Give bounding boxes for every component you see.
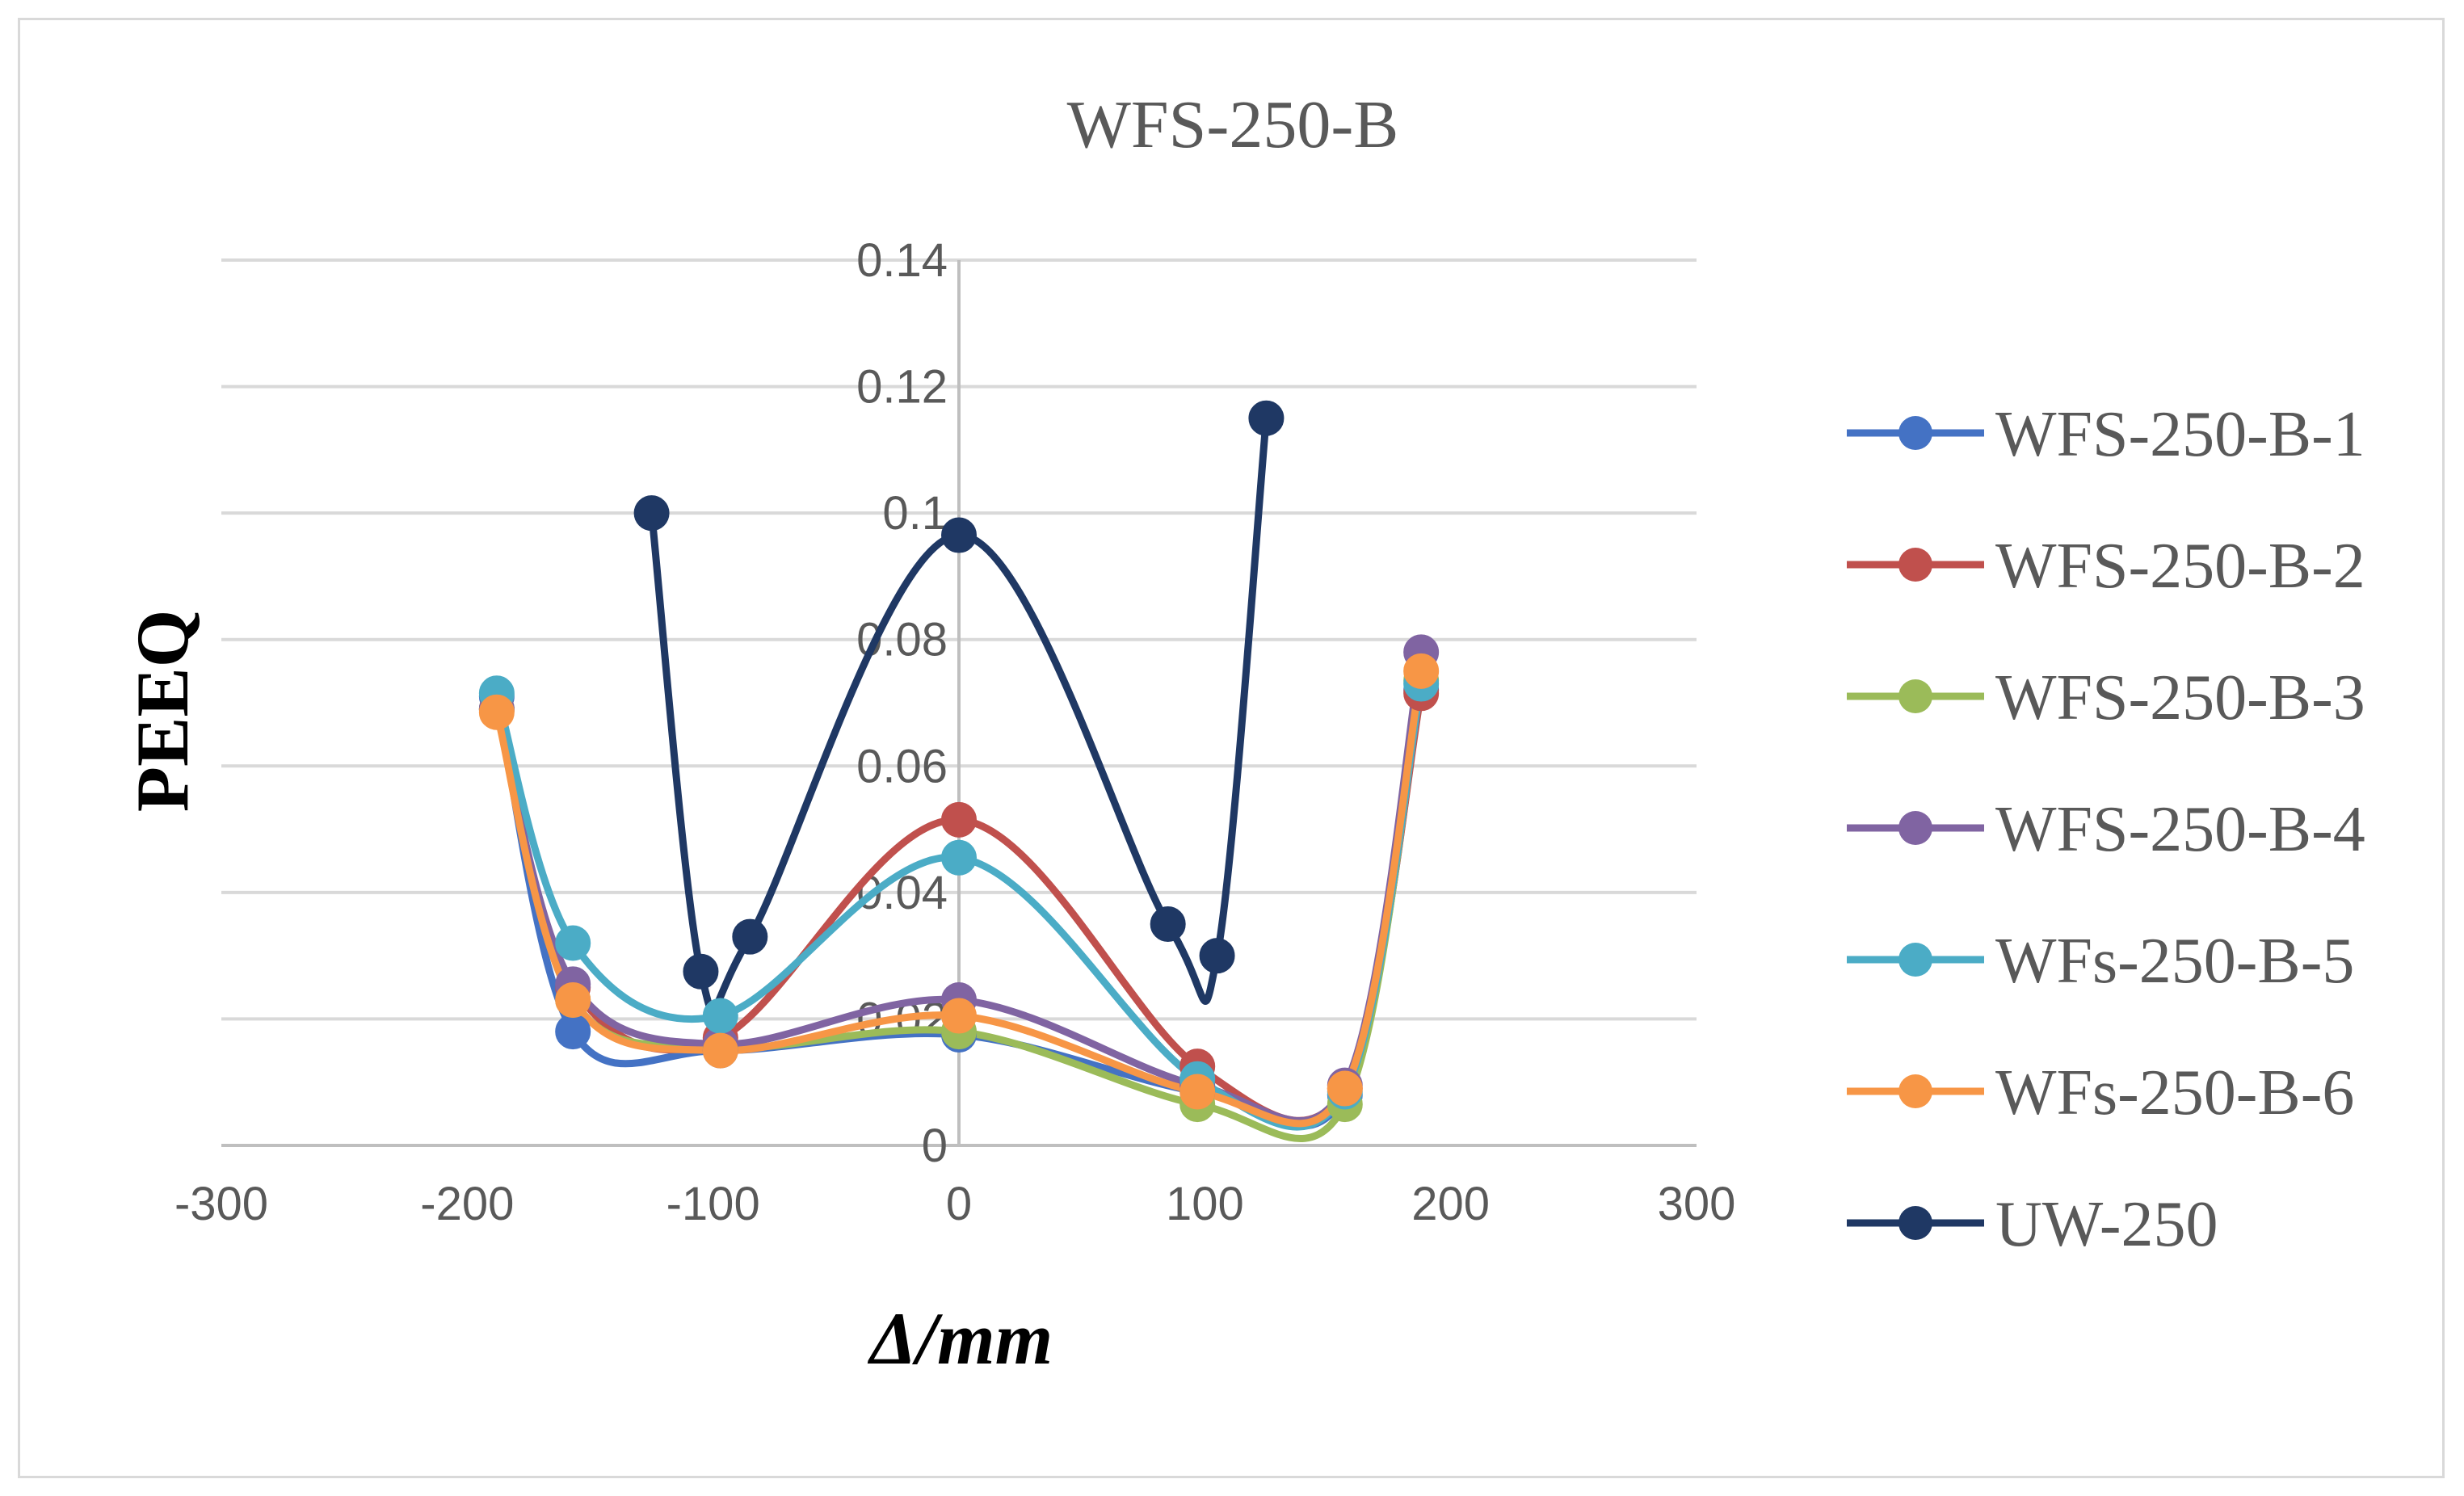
legend-item-1: WFS-250-B-1 (1847, 399, 2365, 470)
legend-label: UW-250 (1995, 1189, 2218, 1260)
legend-item-5: WFs-250-B-5 (1847, 926, 2354, 997)
y-tick-label: 0.14 (856, 234, 948, 287)
data-point-s5-p2 (555, 925, 591, 961)
data-point-s6-p3 (702, 1032, 738, 1069)
legend-label: WFS-250-B-1 (1995, 399, 2365, 470)
data-point-s7-p5 (1150, 906, 1186, 942)
data-point-s6-p4 (941, 998, 977, 1034)
data-point-s7-p7 (1248, 400, 1285, 436)
x-tick-label: 300 (1658, 1178, 1736, 1230)
x-tick-label: -100 (666, 1178, 760, 1230)
data-point-s5-p4 (941, 839, 977, 876)
x-tick-label: 0 (946, 1178, 972, 1230)
data-point-s6-p5 (1179, 1074, 1216, 1110)
legend-item-6: WFs-250-B-6 (1847, 1057, 2354, 1128)
x-tick-label: -300 (174, 1178, 268, 1230)
legend-item-3: WFS-250-B-3 (1847, 662, 2365, 733)
x-tick-label: 100 (1166, 1178, 1244, 1230)
legend-label: WFS-250-B-2 (1995, 531, 2365, 602)
data-point-s7-p6 (1199, 938, 1235, 974)
x-tick-labels: -300 -200 -100 0 100 200 300 (174, 1178, 1735, 1230)
legend-marker (1898, 1206, 1932, 1240)
legend-label: WFS-250-B-3 (1995, 662, 2365, 733)
y-axis-label: PEEQ (121, 610, 204, 812)
data-point-s1-p2 (555, 1014, 591, 1050)
data-point-s6-p7 (1403, 653, 1440, 689)
data-point-s7-p4 (941, 517, 977, 553)
y-tick-label: 0.06 (856, 740, 948, 792)
legend-marker (1898, 679, 1932, 713)
x-tick-label: 200 (1411, 1178, 1490, 1230)
legend-item-4: WFS-250-B-4 (1847, 794, 2365, 865)
data-point-s6-p6 (1327, 1070, 1363, 1107)
legend: WFS-250-B-1 WFS-250-B-2 WFS-250-B-3 WFS-250… (1847, 399, 2365, 1260)
legend-marker (1898, 943, 1932, 977)
legend-item-7: UW-250 (1847, 1189, 2218, 1260)
x-tick-label: -200 (420, 1178, 514, 1230)
series-markers (478, 400, 1440, 1123)
legend-label: WFs-250-B-6 (1995, 1057, 2354, 1128)
legend-marker (1898, 548, 1932, 582)
y-tick-label: 0 (922, 1120, 948, 1172)
y-tick-label: 0.1 (882, 487, 948, 540)
legend-marker (1898, 416, 1932, 450)
data-point-s2-p4 (941, 801, 977, 838)
data-point-s5-p3 (702, 998, 738, 1034)
legend-label: WFS-250-B-4 (1995, 794, 2365, 865)
legend-item-2: WFS-250-B-2 (1847, 531, 2365, 602)
data-point-s7-p1 (633, 495, 670, 532)
legend-marker (1898, 1074, 1932, 1108)
chart-title: WFS-250-B (1067, 87, 1399, 162)
y-tick-label: 0.12 (856, 361, 948, 414)
data-point-s7-p2 (683, 953, 719, 990)
data-point-s6-p1 (478, 694, 515, 730)
data-point-s6-p2 (555, 981, 591, 1018)
x-axis-label: Δ/mm (867, 1297, 1053, 1380)
data-point-s7-p3 (732, 918, 768, 955)
legend-marker (1898, 811, 1932, 845)
legend-label: WFs-250-B-5 (1995, 926, 2354, 997)
